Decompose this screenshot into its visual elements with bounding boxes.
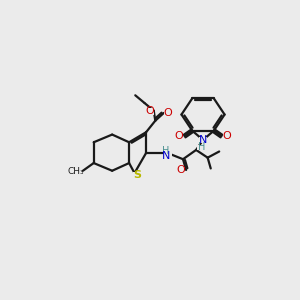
Bar <box>163 149 172 157</box>
Text: O: O <box>223 131 231 141</box>
Text: N: N <box>199 135 207 145</box>
Text: N: N <box>162 151 170 161</box>
Text: H: H <box>198 142 205 152</box>
Text: O: O <box>175 131 184 141</box>
Bar <box>133 172 141 178</box>
Bar <box>199 137 207 143</box>
Text: O: O <box>163 108 172 118</box>
Bar <box>164 110 172 116</box>
Bar <box>177 167 184 173</box>
Bar <box>146 108 154 115</box>
Text: O: O <box>146 106 154 116</box>
Text: S: S <box>133 170 141 180</box>
Text: O: O <box>176 165 185 175</box>
Bar <box>175 133 183 139</box>
Bar <box>223 133 231 139</box>
Text: H: H <box>162 146 170 156</box>
Bar <box>197 145 203 150</box>
Text: CH₃: CH₃ <box>68 167 84 176</box>
